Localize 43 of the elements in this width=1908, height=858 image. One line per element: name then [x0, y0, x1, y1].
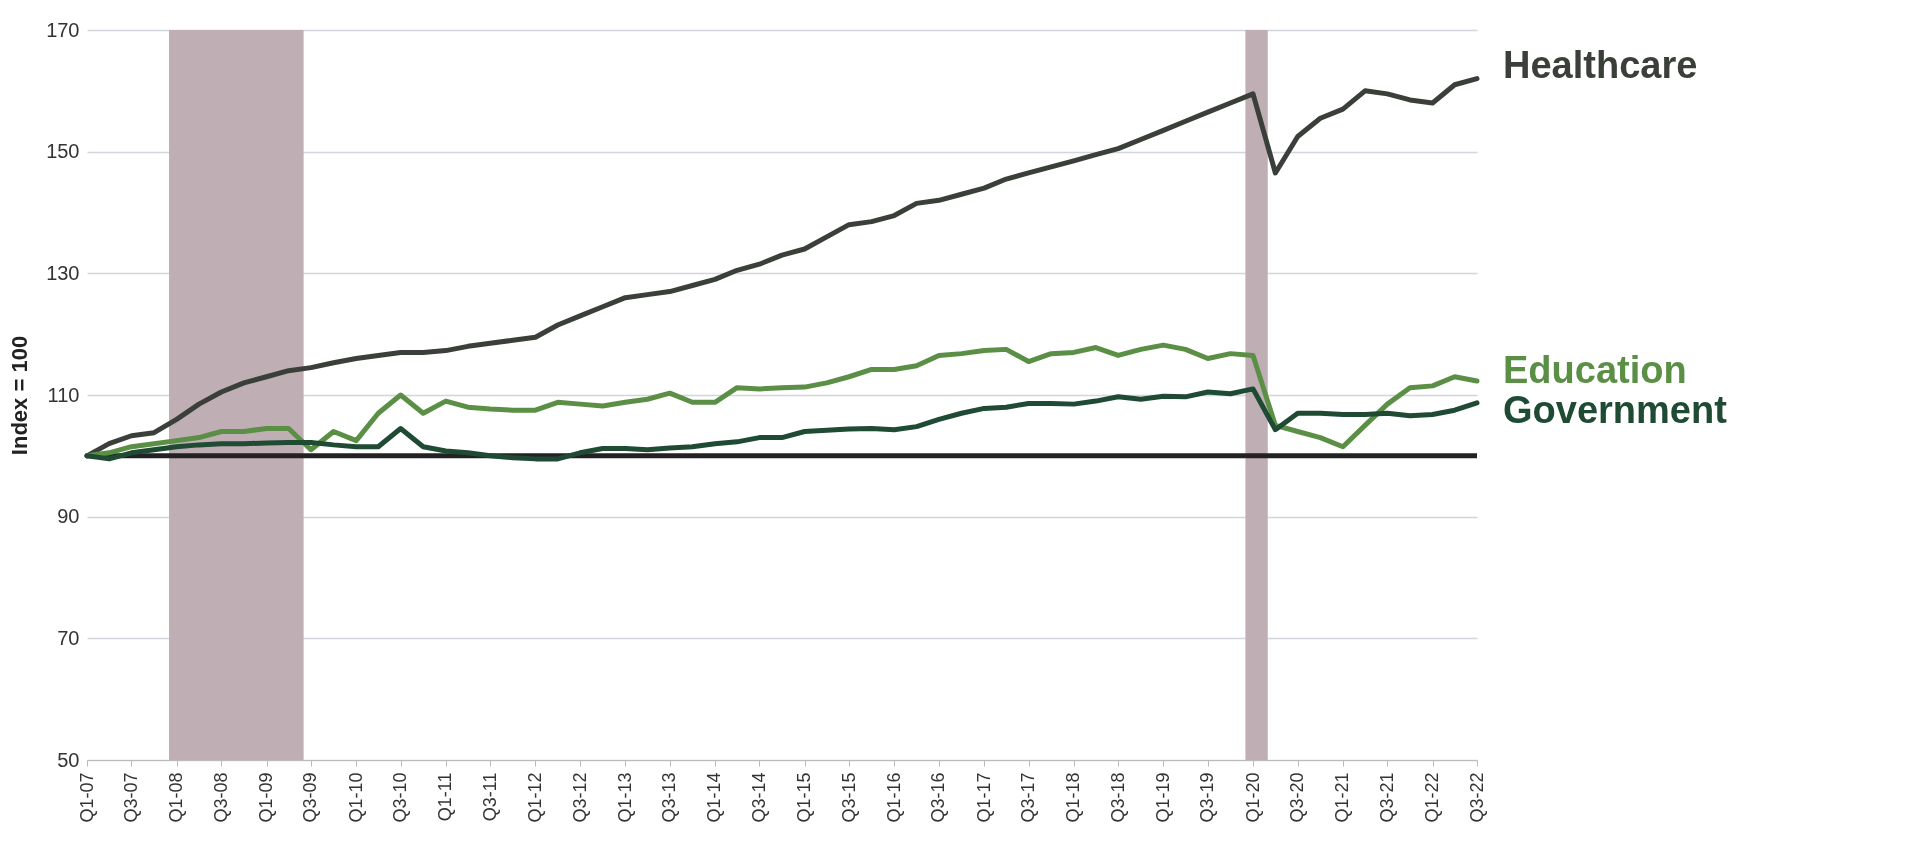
x-tick-label: Q3-07: [120, 772, 141, 823]
x-tick-label: Q3-14: [748, 772, 769, 823]
x-tick-label: Q1-09: [256, 772, 277, 823]
x-tick-label: Q3-15: [838, 772, 859, 823]
x-tick-label: Q1-22: [1422, 772, 1443, 823]
series-label: Education: [1503, 348, 1687, 391]
y-tick-label: 50: [57, 748, 80, 771]
y-tick-label: 70: [57, 626, 80, 649]
x-tick-label: Q1-08: [166, 772, 187, 823]
y-tick-label: 110: [47, 383, 80, 406]
x-tick-label: Q3-17: [1018, 772, 1039, 823]
x-tick-label: Q1-17: [973, 772, 994, 823]
x-tick-label: Q1-12: [524, 772, 545, 823]
x-tick-label: Q1-15: [794, 772, 815, 823]
y-tick-label: 130: [46, 261, 80, 284]
x-tick-label: Q3-22: [1466, 772, 1487, 823]
y-axis-title: Index = 100: [7, 335, 33, 456]
x-tick-label: Q3-11: [479, 772, 500, 822]
series-label: Government: [1503, 388, 1728, 431]
x-tick-label: Q3-18: [1107, 772, 1128, 823]
x-tick-label: Q3-08: [210, 772, 231, 823]
x-tick-label: Q3-12: [569, 772, 590, 823]
x-tick-label: Q3-09: [300, 772, 321, 823]
x-tick-label: Q1-19: [1152, 772, 1173, 823]
x-tick-label: Q1-16: [883, 772, 904, 823]
x-tick-label: Q1-20: [1242, 772, 1263, 823]
x-tick-label: Q1-10: [345, 772, 366, 823]
x-tick-label: Q3-21: [1376, 772, 1397, 823]
y-tick-label: 150: [46, 140, 80, 163]
x-tick-label: Q1-13: [614, 772, 635, 823]
x-tick-label: Q3-16: [928, 772, 949, 823]
x-tick-label: Q1-14: [704, 772, 725, 823]
x-tick-label: Q3-13: [659, 772, 680, 823]
x-tick-label: Q1-07: [76, 772, 97, 823]
x-tick-label: Q3-10: [390, 772, 411, 823]
series-label: Healthcare: [1503, 43, 1698, 86]
y-tick-label: 170: [46, 18, 80, 41]
x-tick-label: Q3-20: [1287, 772, 1308, 823]
x-tick-label: Q1-21: [1332, 772, 1353, 823]
x-tick-label: Q1-18: [1063, 772, 1084, 823]
y-tick-label: 90: [57, 505, 80, 528]
x-tick-label: Q1-11: [435, 772, 456, 822]
x-tick-label: Q3-19: [1197, 772, 1218, 823]
